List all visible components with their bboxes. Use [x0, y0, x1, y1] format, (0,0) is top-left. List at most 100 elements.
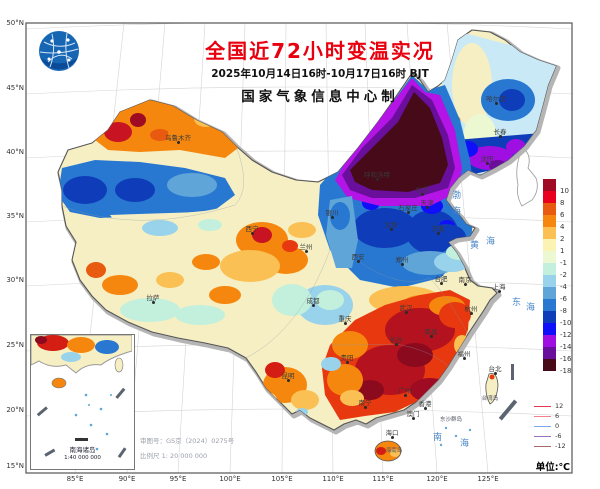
- lat-tick-label: 25°N: [6, 341, 24, 349]
- city-label: 台北: [488, 364, 502, 373]
- inset-title: 南海诸岛: [69, 446, 96, 454]
- city-label: 武汉: [399, 303, 413, 312]
- colorbar-swatch: -6: [543, 287, 567, 303]
- city-label: 福州: [457, 349, 471, 358]
- colorbar-value: -4: [560, 283, 567, 291]
- lon-tick-label: 105°E: [271, 475, 293, 483]
- city-label: 上海: [492, 282, 506, 291]
- island-label: 东沙群岛: [439, 417, 463, 423]
- city-dot: [497, 289, 501, 293]
- city-dot: [404, 310, 408, 314]
- city-dot: [311, 303, 315, 307]
- city-label: 合肥: [434, 274, 448, 283]
- city-dot: [375, 177, 379, 181]
- colorbar-swatch: -10: [543, 311, 571, 327]
- city-label: 南昌: [424, 327, 438, 336]
- city-dot: [345, 360, 349, 364]
- map-title: 全国近72小时变温实况: [205, 39, 435, 63]
- city-dot: [436, 231, 440, 235]
- city-label: 拉萨: [146, 293, 160, 302]
- city-dot: [462, 356, 466, 360]
- colorbar-value: 8: [560, 199, 565, 207]
- city-dot: [343, 321, 347, 325]
- isotherm-line-sample: [534, 415, 551, 417]
- sea-label: 渤: [452, 191, 462, 201]
- colorbar-value: 10: [560, 187, 569, 195]
- city-label: 沈阳: [480, 154, 494, 163]
- colorbar-swatch: -18: [543, 359, 571, 375]
- city-label: 呼和浩特: [364, 170, 390, 179]
- city-dot: [394, 342, 398, 346]
- map-frame: [25, 22, 573, 474]
- lat-tick-label: 30°N: [6, 276, 24, 284]
- inset-mini-map: [30, 334, 133, 459]
- city-label: 昆明: [281, 371, 295, 380]
- city-label: 兰州: [299, 242, 313, 251]
- map-approval-number: 审图号：GS京（2024）0275号: [140, 437, 235, 445]
- lat-tick-label: 35°N: [6, 212, 24, 220]
- island-label: 海南岛: [385, 448, 403, 454]
- lat-tick-label: 50°N: [6, 19, 24, 27]
- lat-tick-label: 40°N: [6, 148, 24, 156]
- hainan-island: [374, 440, 402, 462]
- isotherm-value: 12: [555, 401, 564, 410]
- city-label: 哈尔滨: [486, 94, 506, 103]
- city-label: 贵阳: [340, 353, 354, 362]
- lat-tick-label: 45°N: [6, 84, 24, 92]
- colorbar-swatch: 1: [543, 239, 564, 255]
- city-dot: [176, 140, 180, 144]
- lon-tick-label: 85°E: [66, 475, 84, 483]
- city-label: 天津: [420, 198, 434, 207]
- lon-tick-label: 110°E: [322, 475, 344, 483]
- city-label: 重庆: [338, 314, 352, 323]
- city-dot: [403, 393, 407, 397]
- lat-tick-label: 20°N: [6, 406, 24, 414]
- isotherm-value: 0: [555, 421, 560, 430]
- lon-tick-label: 100°E: [219, 475, 241, 483]
- city-dot: [411, 416, 415, 420]
- lon-tick-label: 95°E: [169, 475, 187, 483]
- temperature-colorbar: 10 8 6 4 2 1 -1 -2 -4 -6 -8 -10 -12 -14 -16 -18: [543, 179, 571, 375]
- colorbar-value: 1: [560, 247, 565, 255]
- city-label: 成都: [306, 296, 320, 305]
- isotherm-line-sample: [534, 435, 551, 437]
- city-dot: [423, 406, 427, 410]
- city-dot: [286, 378, 290, 382]
- city-dot: [151, 300, 155, 304]
- city-label: 乌鲁木齐: [165, 133, 191, 142]
- city-dot: [498, 134, 502, 138]
- colorbar-value: -10: [560, 319, 572, 327]
- title-block: 全国近72小时变温实况 2025年10月14日16时-10月17日16时 BJT…: [150, 40, 490, 105]
- isotherm-legend-entry: -6: [534, 431, 566, 441]
- city-dot: [439, 281, 443, 285]
- scattered-islets: [439, 426, 472, 447]
- colorbar-swatch: -2: [543, 263, 567, 279]
- nmic-logo: [39, 31, 79, 71]
- colorbar-swatch: -1: [543, 251, 567, 267]
- city-label: 西宁: [245, 224, 259, 233]
- map-scale-note: 比例尺 1: 20 000 000: [140, 452, 208, 460]
- city-label: 长春: [493, 127, 507, 136]
- isotherm-line-legend: 12 6 0 -6 -12: [534, 401, 566, 451]
- colorbar-swatch: -14: [543, 335, 571, 351]
- colorbar-swatch: -16: [543, 347, 571, 363]
- sea-label: 东: [512, 298, 522, 308]
- city-label: 西安: [351, 252, 365, 261]
- city-label: 香港: [418, 399, 432, 408]
- city-dot: [390, 435, 394, 439]
- colorbar-value: 4: [560, 223, 565, 231]
- colorbar-swatch: 2: [543, 227, 564, 243]
- city-dot: [494, 101, 498, 105]
- city-label: 澳门: [406, 409, 420, 418]
- lon-tick-label: 120°E: [426, 475, 448, 483]
- city-label: 广州: [398, 386, 412, 395]
- isotherm-line-sample: [534, 445, 551, 447]
- colorbar-value: 2: [560, 235, 565, 243]
- lat-tick-label: 15°N: [6, 462, 24, 470]
- city-label: 石家庄: [398, 203, 418, 212]
- city-label: 济南: [431, 224, 445, 233]
- city-label: 南京: [458, 275, 472, 284]
- isotherm-legend-entry: 12: [534, 401, 566, 411]
- city-label: 银川: [325, 208, 339, 217]
- city-dot: [406, 210, 410, 214]
